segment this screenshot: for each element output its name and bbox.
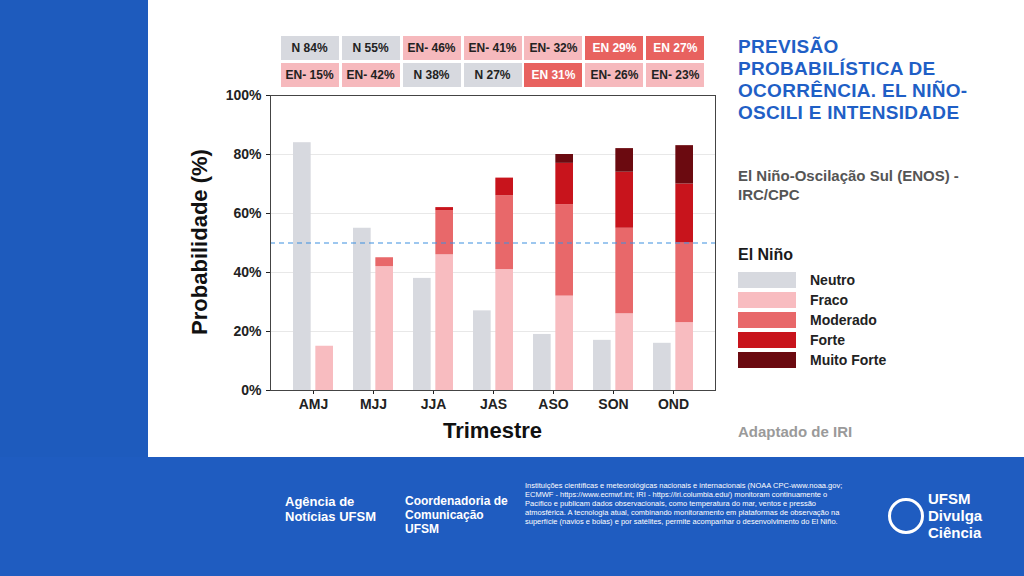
html-text:EN 27%: EN 27%	[653, 41, 698, 55]
html-text:N 38%: N 38%	[413, 68, 450, 82]
html-text:EN 29%: EN 29%	[592, 41, 637, 55]
html-text:EN- 46%: EN- 46%	[407, 41, 456, 55]
svg-text:ASO: ASO	[538, 396, 568, 412]
svg-text:OND: OND	[658, 396, 689, 412]
svg-text:MJJ: MJJ	[360, 396, 387, 412]
svg-text:80%: 80%	[233, 146, 262, 162]
html-text:El Niño: El Niño	[738, 246, 794, 263]
html-text:Trimestre: Trimestre	[443, 418, 542, 443]
svg-text:40%: 40%	[233, 264, 262, 280]
html-text:EN- 23%: EN- 23%	[651, 68, 700, 82]
html-text:EN- 15%: EN- 15%	[285, 68, 334, 82]
html-text:Forte: Forte	[810, 332, 845, 348]
html-text:Fraco: Fraco	[810, 292, 849, 308]
svg-text:60%: 60%	[233, 205, 262, 221]
svg-text:20%: 20%	[233, 323, 262, 339]
html-text:Adaptado de IRI: Adaptado de IRI	[738, 423, 853, 440]
html-text:Muito Forte: Muito Forte	[810, 352, 887, 368]
svg-text:JJA: JJA	[421, 396, 447, 412]
html-text:EN- 41%: EN- 41%	[468, 41, 517, 55]
html-text:Instituições científicas e met: Instituições científicas e meteorológica…	[525, 481, 843, 526]
html-text:Probabilidade (%): Probabilidade (%)	[187, 149, 212, 335]
html-text:Neutro: Neutro	[810, 272, 856, 288]
svg-text:100%: 100%	[226, 87, 262, 103]
svg-text:SON: SON	[598, 396, 628, 412]
html-text:EN 31%: EN 31%	[531, 68, 576, 82]
html-text:N 84%: N 84%	[291, 41, 328, 55]
svg-text:0%: 0%	[241, 382, 262, 398]
html-text:UFSM Divulga Ciência: UFSM Divulga Ciência	[928, 490, 983, 541]
html-text:Agência de Notícias UFSM: Agência de Notícias UFSM	[285, 494, 376, 524]
html-text:EN- 32%: EN- 32%	[529, 41, 578, 55]
html-text:EN- 26%: EN- 26%	[590, 68, 639, 82]
svg-text:JAS: JAS	[480, 396, 507, 412]
html-text:PREVISÃO PROBABILÍSTICA DE OCO: PREVISÃO PROBABILÍSTICA DE OCORRÊNCIA. E…	[738, 36, 968, 123]
html-text:N 27%: N 27%	[474, 68, 511, 82]
html-text:Coordenadoria de Comunicação U: Coordenadoria de Comunicação UFSM	[405, 494, 508, 536]
html-text:El Niño-Oscilação Sul (ENOS) -: El Niño-Oscilação Sul (ENOS) -IRC/CPC	[738, 167, 959, 203]
html-text:EN- 42%: EN- 42%	[346, 68, 395, 82]
html-text:Moderado: Moderado	[810, 312, 877, 328]
svg-text:AMJ: AMJ	[299, 396, 329, 412]
html-text:N 55%: N 55%	[352, 41, 389, 55]
